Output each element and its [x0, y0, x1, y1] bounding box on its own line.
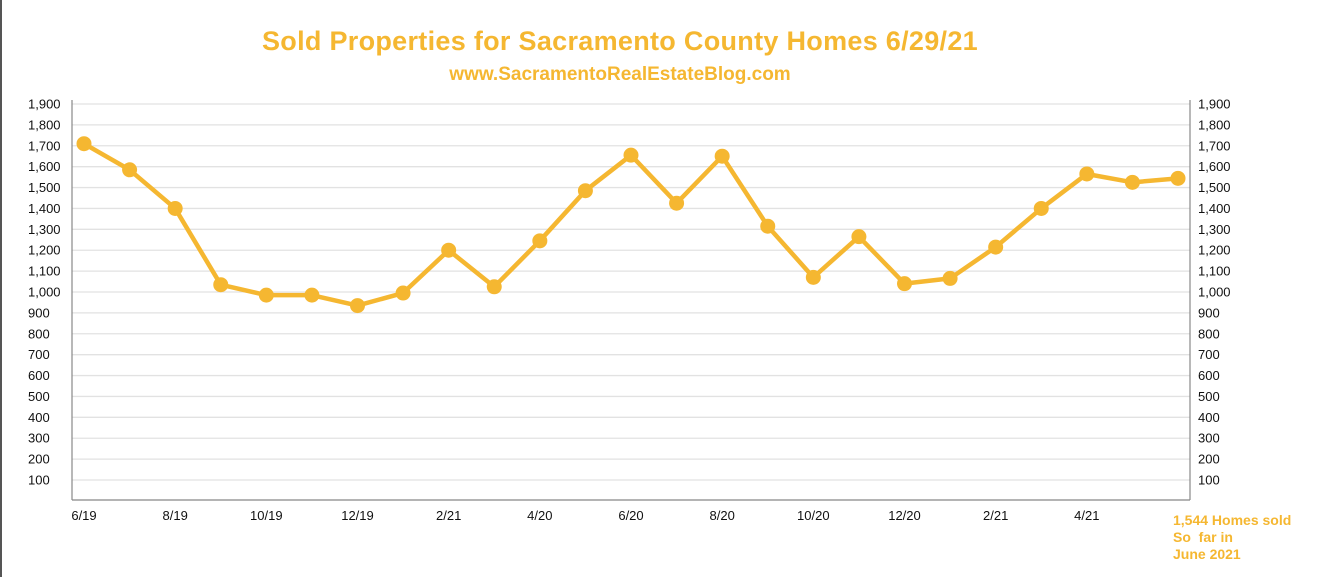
annotation-note: 1,544 Homes sold So far in June 2021	[1173, 512, 1291, 563]
y-tick-label-right: 1,000	[1198, 285, 1231, 300]
x-tick-label: 6/20	[618, 508, 643, 523]
y-tick-label-right: 800	[1198, 326, 1220, 341]
x-tick-label: 8/20	[710, 508, 735, 523]
y-tick-label-right: 1,700	[1198, 138, 1231, 153]
y-tick-label-right: 1,400	[1198, 201, 1231, 216]
data-point	[623, 147, 639, 163]
y-tick-label-left: 100	[28, 473, 50, 488]
y-tick-label-left: 200	[28, 452, 50, 467]
x-tick-label: 12/20	[888, 508, 921, 523]
data-point	[942, 270, 958, 286]
y-tick-label-left: 1,900	[28, 97, 61, 112]
y-tick-label-left: 400	[28, 410, 50, 425]
x-tick-label: 4/20	[527, 508, 552, 523]
x-tick-label: 8/19	[163, 508, 188, 523]
y-tick-label-left: 1,700	[28, 138, 61, 153]
data-point	[122, 162, 138, 178]
y-tick-label-right: 200	[1198, 452, 1220, 467]
y-tick-label-right: 500	[1198, 389, 1220, 404]
data-point	[1079, 166, 1095, 182]
y-tick-label-right: 700	[1198, 347, 1220, 362]
y-tick-label-left: 1,100	[28, 264, 61, 279]
data-point	[577, 183, 593, 199]
data-point	[1033, 200, 1049, 216]
y-tick-label-right: 1,300	[1198, 222, 1231, 237]
y-tick-label-right: 400	[1198, 410, 1220, 425]
y-tick-label-left: 1,000	[28, 285, 61, 300]
y-tick-label-left: 500	[28, 389, 50, 404]
data-point	[532, 233, 548, 249]
y-tick-label-right: 1,500	[1198, 180, 1231, 195]
y-tick-label-left: 1,500	[28, 180, 61, 195]
y-tick-label-left: 1,800	[28, 117, 61, 132]
y-tick-label-left: 1,300	[28, 222, 61, 237]
data-point	[258, 287, 274, 303]
y-tick-label-left: 1,200	[28, 243, 61, 258]
data-point	[1170, 170, 1186, 186]
y-tick-label-left: 300	[28, 431, 50, 446]
data-point	[988, 239, 1004, 255]
y-tick-label-left: 700	[28, 347, 50, 362]
left-border	[0, 0, 2, 577]
annotation-line-3: June 2021	[1173, 546, 1241, 562]
y-tick-label-left: 600	[28, 368, 50, 383]
chart-subtitle: www.SacramentoRealEstateBlog.com	[449, 64, 791, 85]
data-point	[213, 277, 229, 293]
data-point	[304, 287, 320, 303]
data-point	[714, 148, 730, 164]
data-point	[395, 285, 411, 301]
x-tick-label: 2/21	[436, 508, 461, 523]
y-tick-label-right: 1,600	[1198, 159, 1231, 174]
annotation-line-2: So far in	[1173, 529, 1233, 545]
chart-title: Sold Properties for Sacramento County Ho…	[261, 26, 978, 56]
data-point	[441, 242, 457, 258]
y-tick-label-left: 900	[28, 305, 50, 320]
annotation-line-1: 1,544 Homes sold	[1173, 512, 1292, 528]
x-tick-label: 6/19	[71, 508, 96, 523]
y-tick-label-left: 1,400	[28, 201, 61, 216]
data-point	[897, 276, 912, 292]
y-tick-label-right: 900	[1198, 305, 1220, 320]
x-tick-label: 12/19	[341, 508, 374, 523]
y-tick-label-left: 1,600	[28, 159, 61, 174]
y-tick-label-right: 1,900	[1198, 97, 1231, 112]
y-tick-label-right: 600	[1198, 368, 1220, 383]
data-point	[167, 200, 183, 216]
x-tick-label: 4/21	[1074, 508, 1099, 523]
data-point	[669, 195, 685, 211]
data-point	[76, 136, 92, 152]
y-tick-label-left: 800	[28, 326, 50, 341]
data-point	[350, 298, 365, 314]
y-tick-label-right: 1,200	[1198, 243, 1231, 258]
y-tick-label-right: 1,100	[1198, 264, 1231, 279]
data-point	[1124, 174, 1140, 190]
series-line	[82, 141, 1179, 308]
x-tick-label: 2/21	[983, 508, 1008, 523]
data-point	[805, 269, 821, 285]
y-tick-label-right: 300	[1198, 431, 1220, 446]
y-tick-label-right: 1,800	[1198, 117, 1231, 132]
data-point	[486, 279, 502, 295]
x-tick-label: 10/20	[797, 508, 830, 523]
data-point	[851, 229, 867, 245]
y-tick-label-right: 100	[1198, 473, 1220, 488]
data-point	[760, 218, 776, 234]
x-tick-label: 10/19	[250, 508, 283, 523]
